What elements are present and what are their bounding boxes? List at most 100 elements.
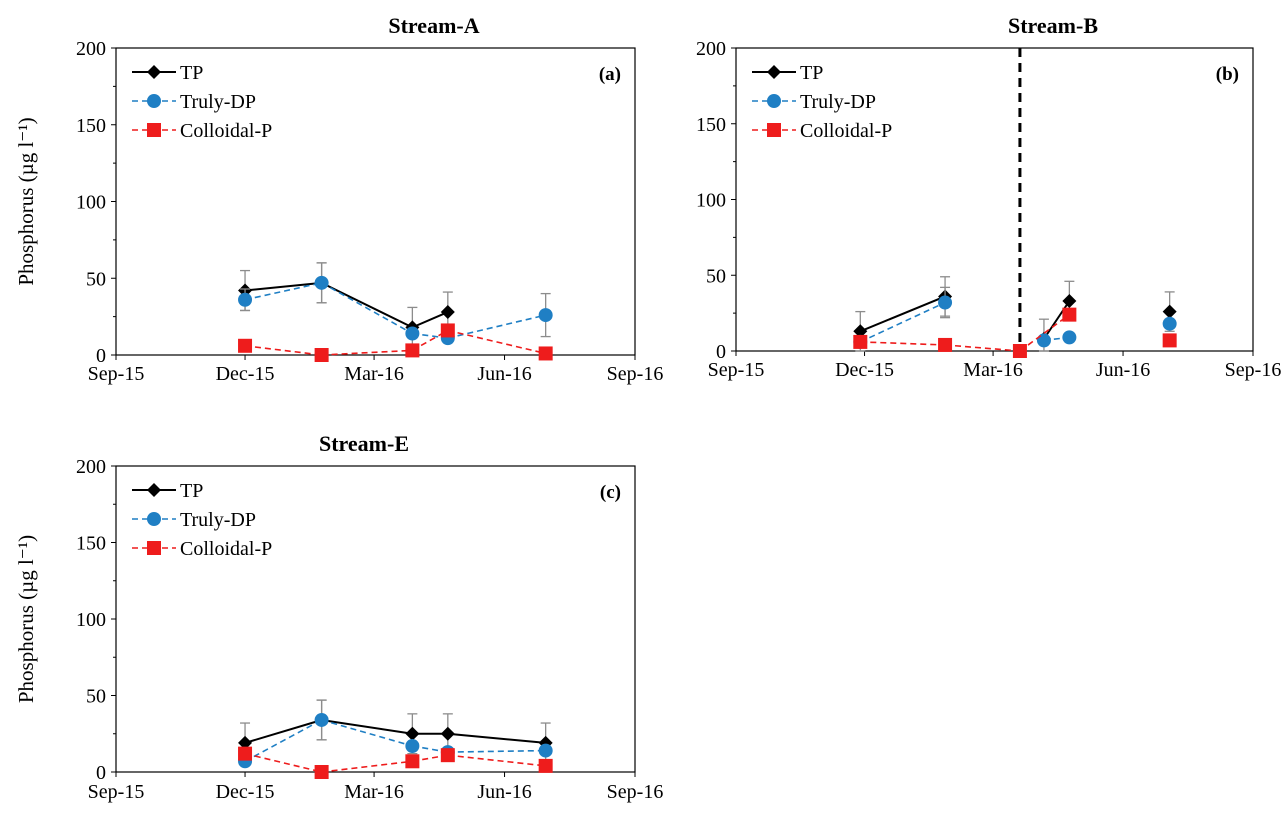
series-line-segment xyxy=(244,281,322,292)
y-axis-label: Phosphorus (µg l⁻¹) xyxy=(14,117,38,285)
data-point-circle xyxy=(538,308,553,323)
series-line-segment xyxy=(244,282,322,301)
series-line-segment xyxy=(447,314,546,339)
data-point-diamond xyxy=(440,305,455,320)
panel-label: (a) xyxy=(599,64,621,85)
x-tick-label: Jun-16 xyxy=(1096,359,1150,381)
series-line-segment xyxy=(944,344,1020,352)
data-point-square xyxy=(314,348,329,362)
data-point-circle xyxy=(938,295,953,310)
series-line-segment xyxy=(447,732,546,744)
chart-title: Stream-E xyxy=(319,431,409,456)
data-point-circle xyxy=(1062,330,1077,345)
y-tick-label: 150 xyxy=(76,533,106,555)
data-point-circle xyxy=(405,326,420,341)
series-line-segment xyxy=(447,749,546,753)
x-tick-label: Sep-15 xyxy=(88,363,145,385)
series-colloidal-p xyxy=(238,746,553,779)
legend-marker-diamond xyxy=(147,483,161,497)
legend-label: Truly-DP xyxy=(180,91,256,113)
legend-marker-circle xyxy=(767,94,781,108)
panel-label: (c) xyxy=(600,482,621,503)
data-point-circle xyxy=(1162,316,1177,331)
legend-marker-square xyxy=(147,123,161,137)
y-tick-label: 200 xyxy=(696,38,726,60)
series-line-segment xyxy=(321,281,413,329)
y-tick-label: 200 xyxy=(76,38,106,60)
data-point-square xyxy=(440,748,455,763)
series-line-segment xyxy=(244,719,322,744)
data-point-diamond xyxy=(238,735,253,750)
panel-label: (b) xyxy=(1216,64,1239,85)
series-line-segment xyxy=(1043,300,1071,340)
legend-label: Truly-DP xyxy=(800,91,876,113)
data-point-circle xyxy=(238,292,253,307)
y-tick-label: 0 xyxy=(96,345,106,367)
series-line-segment xyxy=(321,719,413,747)
series-line-segment xyxy=(321,760,413,773)
legend-label: Colloidal-P xyxy=(180,538,272,560)
series-tp xyxy=(238,262,455,348)
chart-panel-3: 0 50 100 150 200 Sep-15 Dec-15 Mar-16 Jun-16 Sep-… xyxy=(14,431,663,803)
legend-label: Colloidal-P xyxy=(800,120,892,142)
y-tick-label: 50 xyxy=(86,686,106,708)
x-tick-label: Mar-16 xyxy=(344,781,404,803)
series-line-segment xyxy=(859,301,946,343)
data-point-diamond xyxy=(405,726,420,741)
data-point-square xyxy=(853,334,868,349)
data-point-circle xyxy=(1036,333,1051,348)
data-point-diamond xyxy=(1062,294,1077,309)
legend-marker-circle xyxy=(147,94,161,108)
legend-label: TP xyxy=(800,62,823,84)
data-point-circle xyxy=(405,738,420,753)
data-point-circle xyxy=(314,275,329,290)
data-point-square xyxy=(238,338,253,353)
x-tick-label: Sep-15 xyxy=(88,781,145,803)
chart-title: Stream-A xyxy=(388,13,479,38)
legend: TP Truly-DP Colloidal-P xyxy=(752,62,892,142)
series-line-segment xyxy=(411,311,449,329)
x-tick-label: Sep-16 xyxy=(607,781,664,803)
y-tick-label: 0 xyxy=(716,341,726,363)
data-point-circle xyxy=(538,743,553,758)
y-tick-label: 50 xyxy=(86,268,106,290)
y-tick-label: 200 xyxy=(76,456,106,478)
legend-marker-circle xyxy=(147,512,161,526)
chart-panel-2: 0 50 100 150 200 Sep-15 Dec-15 Mar-16 Jun-16 Sep-… xyxy=(696,13,1281,381)
x-tick-label: Sep-16 xyxy=(1225,359,1281,381)
data-point-square xyxy=(238,746,253,761)
legend-marker-diamond xyxy=(147,65,161,79)
x-tick-label: Dec-15 xyxy=(216,363,275,385)
legend-marker-square xyxy=(767,123,781,137)
x-tick-label: Mar-16 xyxy=(344,363,404,385)
series-truly-dp xyxy=(238,699,553,769)
series-tp xyxy=(853,276,1177,352)
legend-label: Colloidal-P xyxy=(180,120,272,142)
series-line-segment xyxy=(1019,313,1070,352)
x-tick-label: Dec-15 xyxy=(835,359,894,381)
legend-label: TP xyxy=(180,62,203,84)
series-line-segment xyxy=(447,754,546,767)
data-point-square xyxy=(938,337,953,352)
y-tick-label: 50 xyxy=(706,265,726,287)
series-truly-dp xyxy=(853,286,1177,349)
series-line-segment xyxy=(244,344,322,356)
data-point-square xyxy=(1162,333,1177,348)
series-colloidal-p xyxy=(238,323,553,362)
y-tick-label: 100 xyxy=(696,190,726,212)
series-truly-dp xyxy=(238,262,553,346)
y-tick-label: 100 xyxy=(76,609,106,631)
chart-title: Stream-B xyxy=(1008,13,1098,38)
series-line-segment xyxy=(321,718,413,735)
data-point-circle xyxy=(314,712,329,727)
series-line-segment xyxy=(244,752,322,773)
y-tick-label: 150 xyxy=(76,115,106,137)
x-tick-label: Jun-16 xyxy=(477,781,531,803)
x-tick-label: Mar-16 xyxy=(963,359,1023,381)
series-line-segment xyxy=(321,349,413,356)
series-colloidal-p xyxy=(853,307,1177,358)
legend: TP Truly-DP Colloidal-P xyxy=(132,62,272,142)
legend-label: Truly-DP xyxy=(180,509,256,531)
data-point-square xyxy=(440,323,455,338)
chart-panel-1: 0 50 100 150 200 Sep-15 Dec-15 Mar-16 Jun-16 Sep-… xyxy=(14,13,663,385)
